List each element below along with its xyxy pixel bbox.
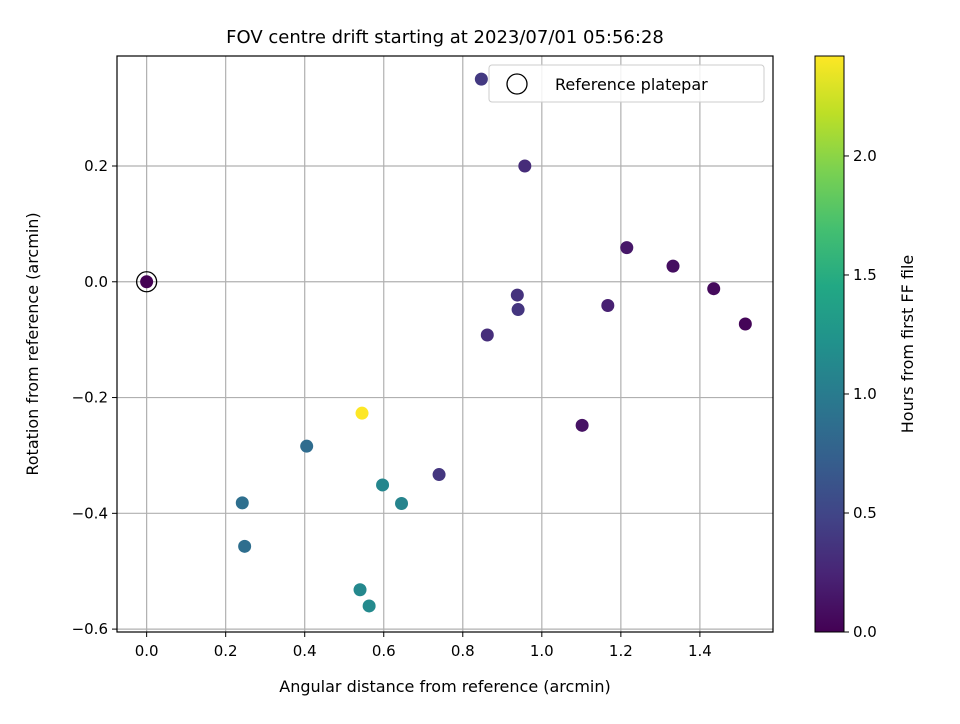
x-tick-label: 0.4 <box>293 642 317 660</box>
x-tick-label: 0.0 <box>135 642 159 660</box>
data-point <box>395 496 409 510</box>
x-tick-label: 1.2 <box>609 642 633 660</box>
data-point <box>235 496 249 510</box>
plot-frame <box>116 55 774 633</box>
y-tick-label: −0.6 <box>72 620 108 638</box>
data-point <box>238 539 252 553</box>
data-points <box>135 72 752 613</box>
chart-title: FOV centre drift starting at 2023/07/01 … <box>226 27 664 48</box>
data-point <box>707 282 721 296</box>
data-point <box>518 159 532 173</box>
y-tick-label: 0.2 <box>84 157 108 175</box>
colorbar-tick-label: 1.5 <box>853 266 877 284</box>
y-tick-label: −0.2 <box>72 389 108 407</box>
data-point <box>432 468 446 482</box>
legend-box <box>488 64 765 103</box>
x-tick-label: 1.0 <box>530 642 554 660</box>
data-point <box>376 478 390 492</box>
x-tick-label: 0.6 <box>372 642 396 660</box>
data-point <box>510 288 524 302</box>
colorbar: 0.0 0.5 1.0 1.5 2.0 Hours from first FF file <box>814 55 917 641</box>
colorbar-gradient <box>814 55 845 633</box>
x-tick-label: 0.2 <box>214 642 238 660</box>
data-point <box>666 259 680 273</box>
colorbar-tick-label: 2.0 <box>853 147 877 165</box>
data-point <box>480 328 494 342</box>
data-point <box>355 406 369 420</box>
colorbar-tick-label: 0.5 <box>853 504 877 522</box>
data-point <box>300 439 314 453</box>
colorbar-tick-label: 0.0 <box>853 623 877 641</box>
data-point <box>474 72 488 86</box>
data-point <box>601 299 615 313</box>
y-tick-label: 0.0 <box>84 273 108 291</box>
reference-marker <box>135 271 158 293</box>
y-axis: −0.6 −0.4 −0.2 0.0 0.2 <box>72 157 117 638</box>
legend-label-reference: Reference platepar <box>555 75 708 94</box>
data-point <box>738 317 752 331</box>
x-axis: 0.0 0.2 0.4 0.6 0.8 1.0 1.2 1.4 <box>135 632 712 660</box>
y-tick-label: −0.4 <box>72 504 108 522</box>
data-point <box>362 599 376 613</box>
y-axis-label: Rotation from reference (arcmin) <box>23 212 42 475</box>
colorbar-ticks: 0.0 0.5 1.0 1.5 2.0 <box>844 147 877 641</box>
x-tick-label: 1.4 <box>688 642 712 660</box>
colorbar-label: Hours from first FF file <box>898 255 917 434</box>
data-point <box>620 241 634 255</box>
x-axis-label: Angular distance from reference (arcmin) <box>279 677 610 696</box>
x-tick-label: 0.8 <box>451 642 475 660</box>
grid <box>117 56 773 632</box>
data-point <box>140 275 154 289</box>
legend-marker-reference <box>506 73 528 95</box>
legend: Reference platepar <box>488 64 765 103</box>
colorbar-tick-label: 1.0 <box>853 385 877 403</box>
data-point <box>353 583 367 597</box>
data-point <box>511 303 525 317</box>
data-point <box>575 418 589 432</box>
